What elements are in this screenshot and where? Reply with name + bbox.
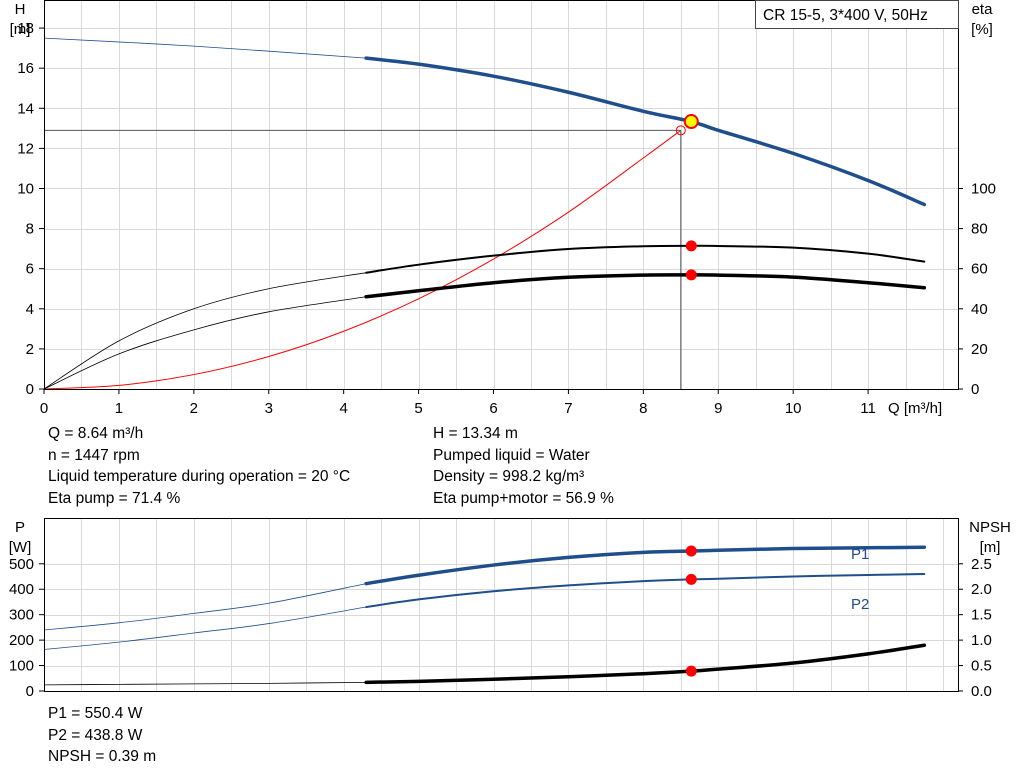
y2-tick-label: 2.0	[971, 581, 992, 598]
duty-info-left: Q = 8.64 m³/h n = 1447 rpm Liquid temper…	[48, 423, 350, 509]
x-tick-label: 10	[785, 400, 802, 417]
x-tick-label: 4	[340, 400, 348, 417]
y-tick-label: 500	[9, 556, 34, 573]
npsh-axis-unit: [m]	[980, 539, 1001, 556]
density-readout: Density = 998.2 kg/m³	[433, 468, 585, 485]
x-tick-label: 11	[860, 400, 876, 417]
top-chart-frame	[44, 0, 959, 390]
eta-pump-readout: Eta pump = 71.4 %	[48, 489, 181, 507]
p2-curve-extrapolated-line	[43, 606, 367, 650]
y-tick-label: 4	[26, 301, 34, 318]
head-efficiency-chart: 0 1 2 3 4 5 6 7 8 9 10 1102468101214161802040608010…	[10, 0, 996, 417]
flow-axis-label: Q [m³/h]	[888, 400, 942, 417]
bottom-chart-ticks: 0 100 200 300 400 500 0.0 0.5 1.0 1.5 2.0 2.5	[9, 556, 992, 700]
npsh-readout: NPSH = 0.39 m	[48, 748, 157, 765]
y-tick-label: 400	[9, 581, 34, 598]
x-tick-label: 1	[115, 400, 123, 417]
x-tick-label: 6	[489, 400, 497, 417]
system-curve-line	[43, 129, 682, 390]
duty-point-marker	[683, 114, 699, 130]
p1-series-label: P1	[851, 546, 869, 563]
y-tick-label: 0	[26, 381, 34, 398]
y2-tick-label: 100	[971, 180, 996, 197]
top-chart-curves	[43, 37, 927, 390]
x-tick-label: 9	[714, 400, 722, 417]
x-tick-label: 3	[265, 400, 273, 417]
p2-readout: P2 = 438.8 W	[48, 726, 143, 744]
pump-label: CR 15-5, 3*400 V, 50Hz	[763, 7, 928, 24]
y2-tick-label: 0.5	[971, 658, 992, 675]
power-axis-unit: [W]	[9, 539, 32, 556]
y2-tick-label: 1.5	[971, 607, 992, 624]
x-tick-label: 5	[414, 400, 422, 417]
bottom-chart-curves	[43, 545, 927, 686]
duty-info-right: H = 13.34 m Pumped liquid = Water Densit…	[433, 423, 614, 509]
npsh-axis-title: NPSH	[969, 519, 1011, 536]
y-tick-label: 200	[9, 632, 34, 649]
p2-marker	[685, 573, 697, 585]
bottom-chart-frame	[44, 518, 959, 692]
y2-tick-label: 1.0	[971, 632, 992, 649]
npsh-curve-line	[364, 643, 927, 685]
y-tick-label: 2	[26, 341, 34, 358]
y-tick-label: 6	[26, 261, 34, 278]
y-tick-label: 0	[26, 683, 34, 700]
y2-tick-label: 0	[971, 381, 979, 398]
x-tick-label: 2	[190, 400, 198, 417]
x-tick-label: 7	[564, 400, 572, 417]
flow-readout: Q = 8.64 m³/h	[48, 425, 144, 442]
eta-pump-marker	[685, 240, 697, 252]
p2-curve-line	[365, 572, 926, 609]
eta-pump-curve-line	[365, 244, 926, 274]
system-point-marker	[675, 125, 686, 136]
eta-pump-motor-readout: Eta pump+motor = 56.9 %	[433, 489, 614, 507]
eta-pump-motor-curve-line	[364, 273, 927, 299]
p1-readout: P1 = 550.4 W	[48, 705, 143, 722]
speed-readout: n = 1447 rpm	[48, 446, 140, 464]
p1-curve-line	[364, 545, 927, 586]
npsh-curve-extrapolated-line	[43, 681, 367, 686]
power-info: P1 = 550.4 W P2 = 438.8 W NPSH = 0.39 m	[48, 703, 156, 768]
top-chart-ticks: 0 1 2 3 4 5 6 7 8 9 10 1102468101214161802040608010…	[17, 20, 996, 417]
power-npsh-chart: 0 100 200 300 400 500 0.0 0.5 1.0 1.5 2.0 2.5 P [W]…	[9, 518, 1011, 700]
eta-axis-title: eta	[972, 1, 994, 18]
eta-pump-motor-curve-extrapolated-line	[43, 296, 367, 390]
head-curve-extrapolated-line	[43, 37, 367, 59]
top-chart-grid	[44, 0, 958, 389]
y2-tick-label: 60	[971, 261, 988, 278]
y-tick-label: 18	[17, 20, 34, 37]
y-tick-label: 8	[26, 221, 34, 238]
power-axis-title: P	[15, 519, 25, 536]
y2-tick-label: 2.5	[971, 556, 992, 573]
head-readout: H = 13.34 m	[433, 425, 518, 442]
y-tick-label: 300	[9, 607, 34, 624]
head-curve-line	[364, 56, 927, 207]
y-tick-label: 100	[9, 658, 34, 675]
y2-tick-label: 40	[971, 301, 988, 318]
eta-pump-curve-extrapolated-line	[43, 272, 367, 390]
pump-label-box	[755, 0, 959, 29]
x-tick-label: 0	[40, 400, 48, 417]
eta-pump-motor-marker	[685, 269, 697, 281]
y2-tick-label: 80	[971, 221, 988, 238]
eta-axis-unit: [%]	[971, 21, 993, 38]
y-tick-label: 12	[17, 140, 34, 157]
head-axis-unit: [m]	[10, 21, 31, 38]
x-tick-label: 8	[639, 400, 647, 417]
bottom-chart-grid	[44, 518, 958, 691]
y-tick-label: 10	[17, 180, 34, 197]
y2-tick-label: 20	[971, 341, 988, 358]
head-axis-title: H	[15, 1, 26, 18]
p1-marker	[685, 545, 697, 557]
y-tick-label: 16	[17, 60, 34, 77]
liquid-temperature-readout: Liquid temperature during operation = 20…	[48, 468, 351, 485]
p1-curve-extrapolated-line	[43, 583, 367, 631]
npsh-marker	[685, 665, 697, 677]
p2-series-label: P2	[851, 596, 869, 613]
y-tick-label: 14	[17, 100, 34, 117]
y2-tick-label: 0.0	[971, 683, 992, 700]
pumped-liquid-readout: Pumped liquid = Water	[433, 446, 590, 464]
